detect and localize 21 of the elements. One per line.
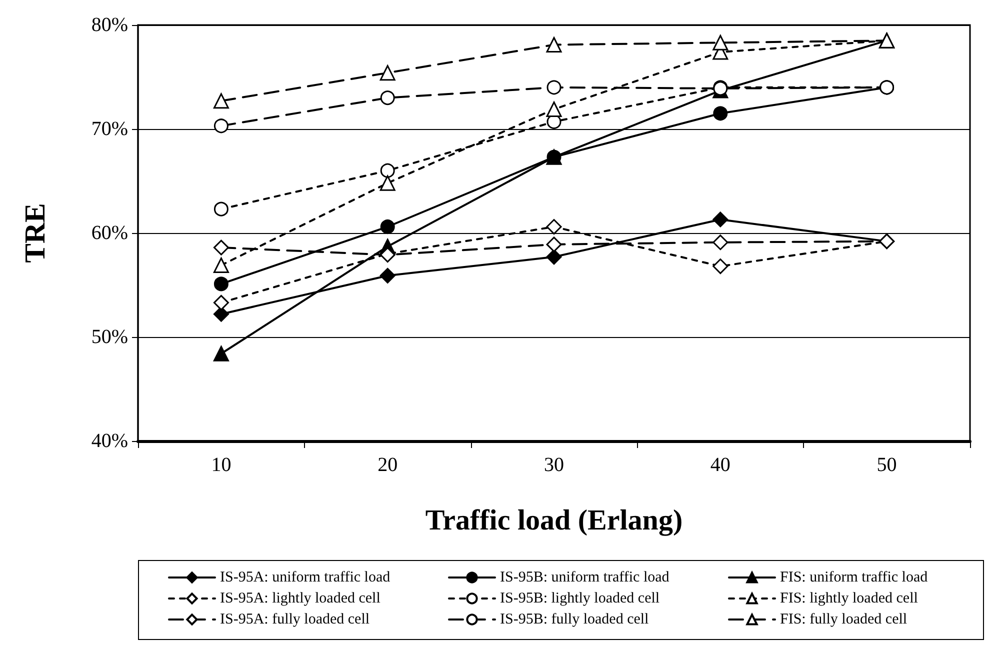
legend-label: FIS: uniform traffic load [780,570,928,586]
x-tick-label: 10 [211,454,232,476]
y-tick-label: 50% [91,326,128,348]
legend-label: IS-95A: uniform traffic load [220,570,391,586]
legend-label: IS-95A: fully loaded cell [220,612,370,628]
y-tick-label: 70% [91,118,128,140]
x-tick-label: 50 [876,454,897,476]
legend-label: IS-95B: lightly loaded cell [500,590,660,606]
legend-label: IS-95A: lightly loaded cell [220,590,380,606]
legend-label: FIS: lightly loaded cell [780,590,918,606]
x-tick-label: 20 [378,454,398,476]
x-axis-title: Traffic load (Erlang) [425,504,683,536]
y-tick-label: 60% [91,222,128,244]
x-tick-label: 40 [710,454,730,476]
legend-label: FIS: fully loaded cell [780,612,908,628]
y-tick-label: 80% [91,14,128,36]
legend-label: IS-95B: fully loaded cell [500,612,649,628]
y-tick-label: 40% [91,430,128,452]
legend-label: IS-95B: uniform traffic load [500,570,670,586]
y-axis-title: TRE [20,203,52,263]
x-tick-label: 30 [544,454,564,476]
